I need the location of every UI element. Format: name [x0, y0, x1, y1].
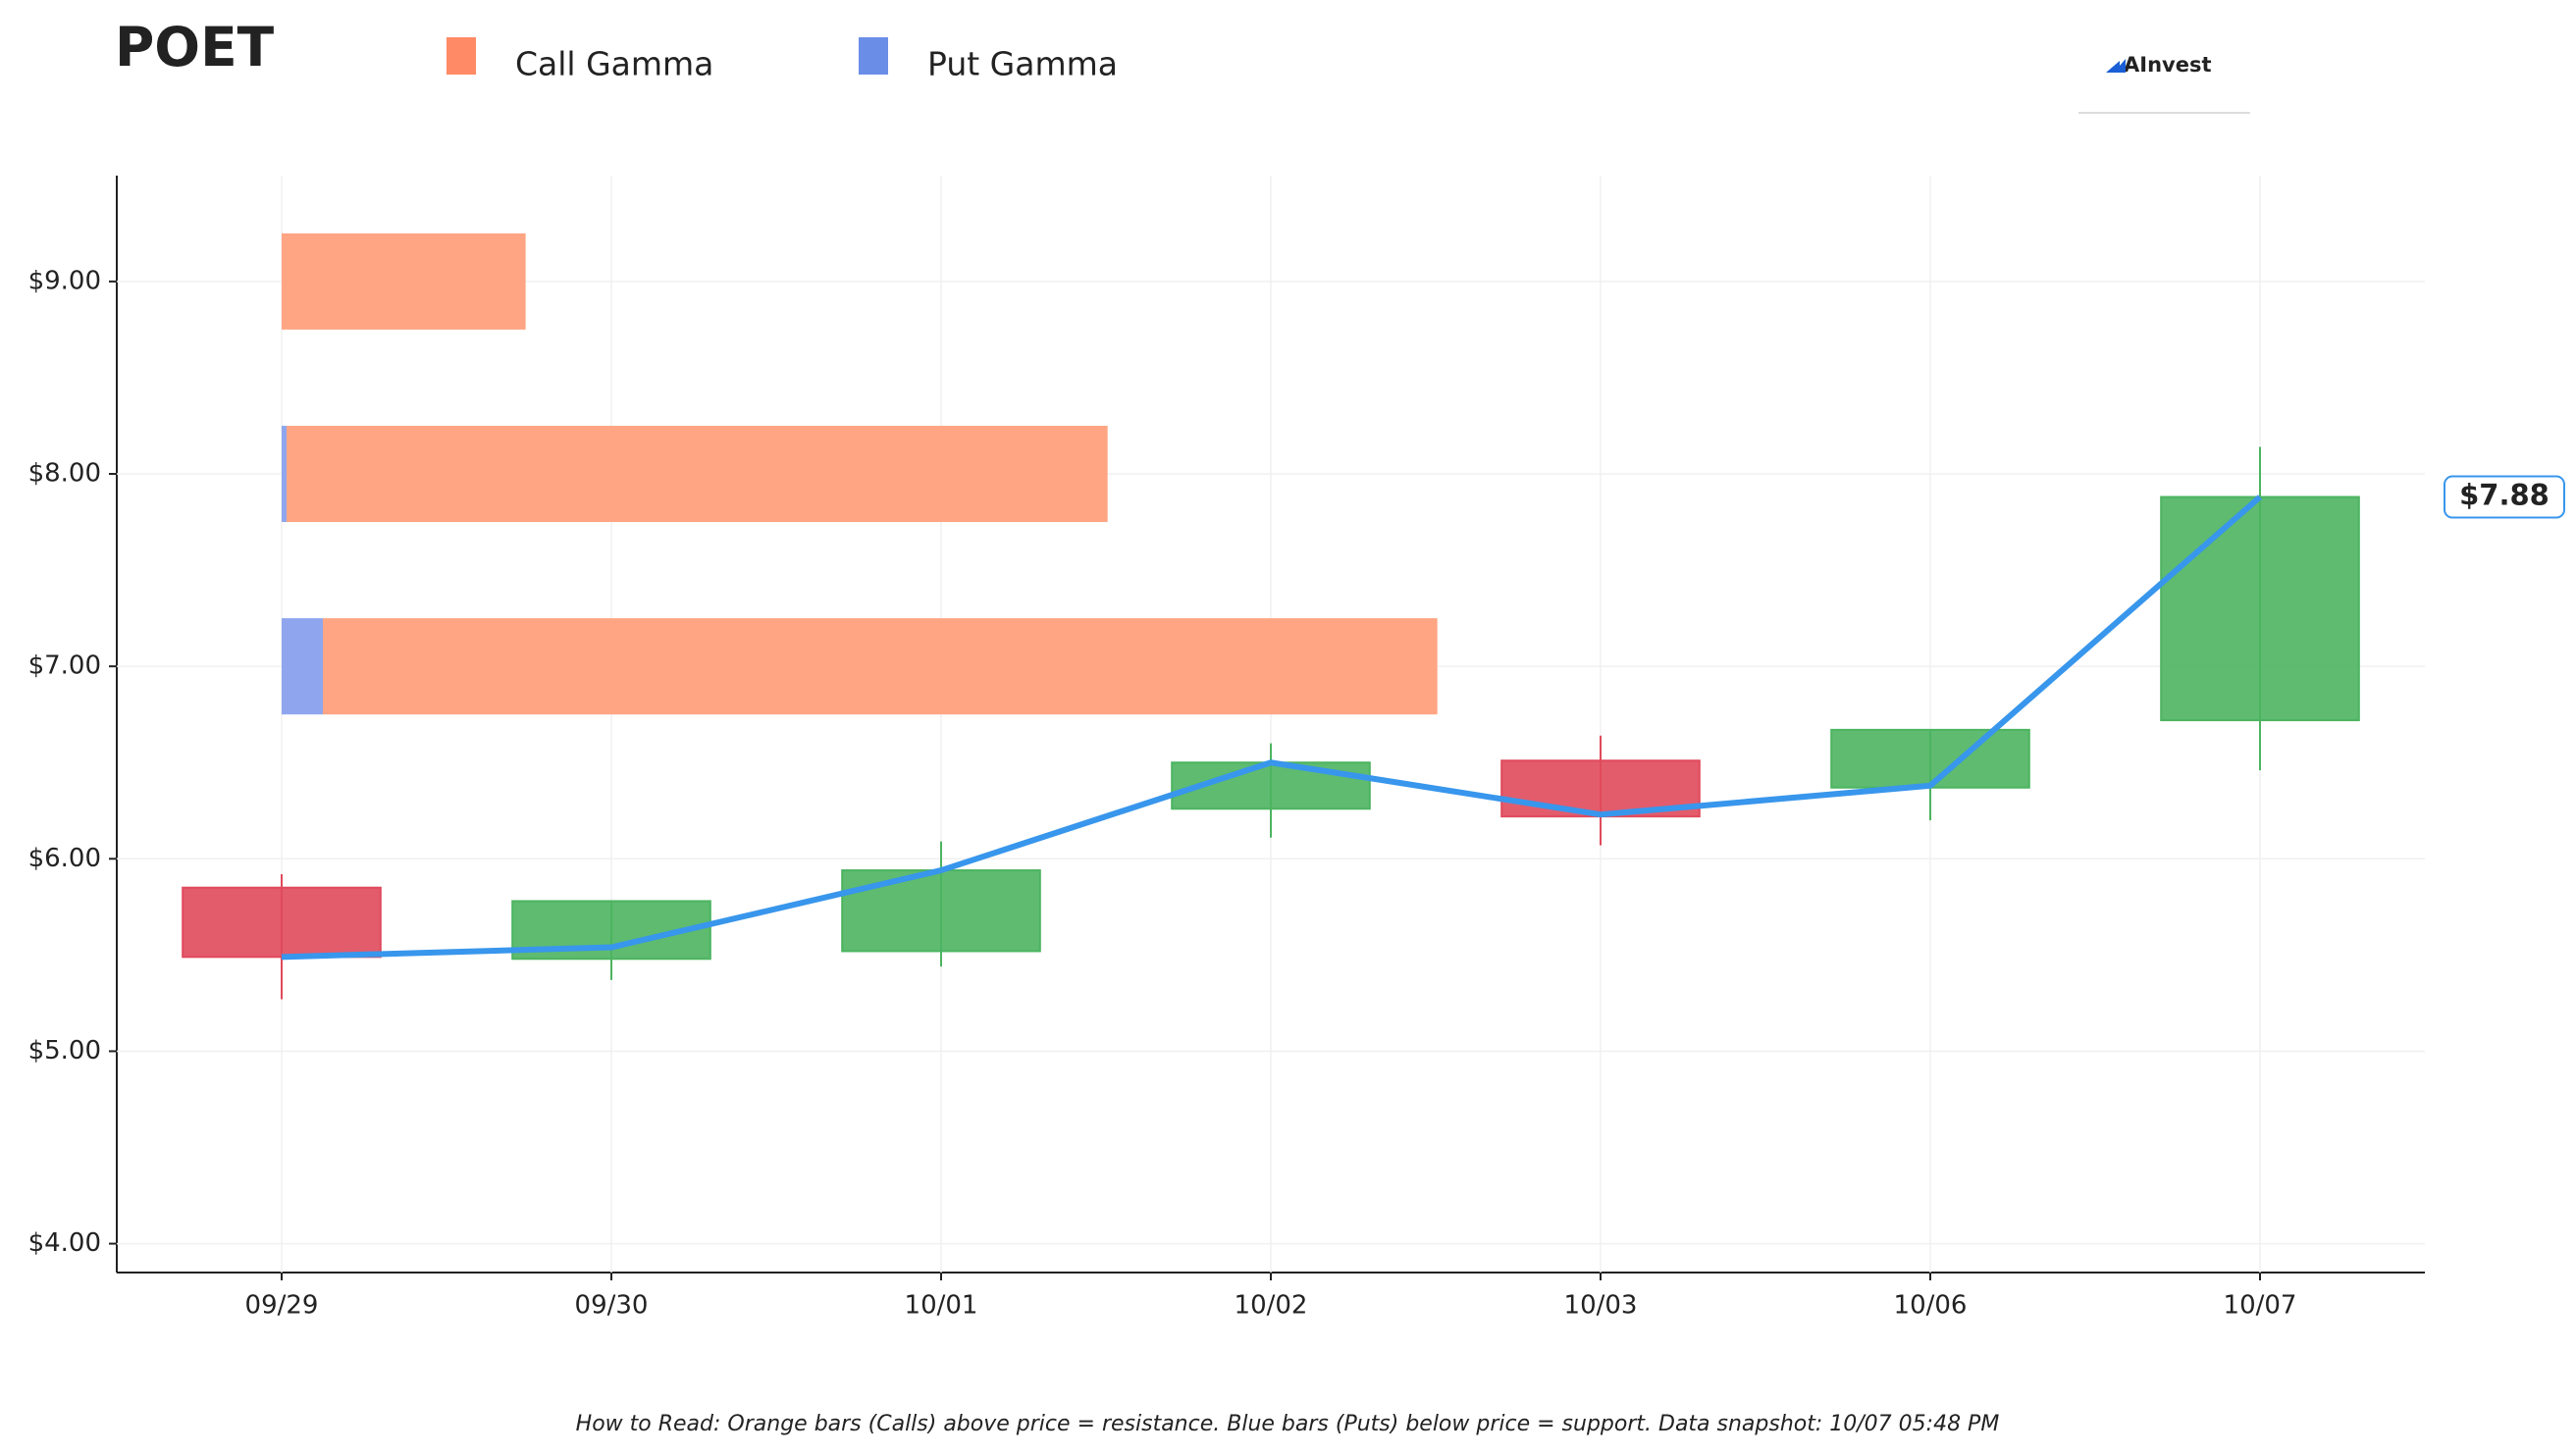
y-tick-label: $9.00 [28, 266, 101, 295]
gamma-bar [323, 618, 1438, 715]
x-tick-label: 10/02 [1235, 1291, 1308, 1321]
candle-body [182, 886, 382, 959]
footer-note: How to Read: Orange bars (Calls) above p… [576, 1412, 2000, 1436]
gamma-bar [282, 233, 526, 330]
x-tick-label: 10/07 [2224, 1291, 2297, 1321]
legend-swatch [447, 37, 476, 75]
y-tick-label: $7.00 [28, 651, 101, 681]
legend-label: Put Gamma [927, 45, 1118, 83]
candle-body [1830, 728, 2030, 789]
logo-icon [2106, 59, 2126, 73]
y-tick-label: $4.00 [28, 1228, 101, 1258]
gamma-bar [287, 425, 1108, 523]
x-tick-label: 10/01 [905, 1291, 978, 1321]
x-tick-label: 09/29 [245, 1291, 319, 1321]
price-label-box [2444, 475, 2565, 519]
price-label: $7.88 [2459, 479, 2550, 512]
y-tick-label: $6.00 [28, 844, 101, 873]
legend-swatch [859, 37, 888, 75]
gamma-bar [282, 618, 323, 715]
y-tick-label: $8.00 [28, 459, 101, 489]
y-tick-label: $5.00 [28, 1036, 101, 1066]
candle-body [2160, 495, 2360, 722]
price-line [281, 494, 2262, 961]
legend-label: Call Gamma [515, 45, 713, 83]
logo: AInvest [2124, 53, 2212, 77]
x-tick-label: 09/30 [575, 1291, 649, 1321]
chart-title: POET [115, 16, 275, 78]
x-tick-label: 10/03 [1564, 1291, 1638, 1321]
x-tick-label: 10/06 [1894, 1291, 1968, 1321]
gamma-bar [282, 425, 288, 523]
candle-body [841, 869, 1041, 953]
